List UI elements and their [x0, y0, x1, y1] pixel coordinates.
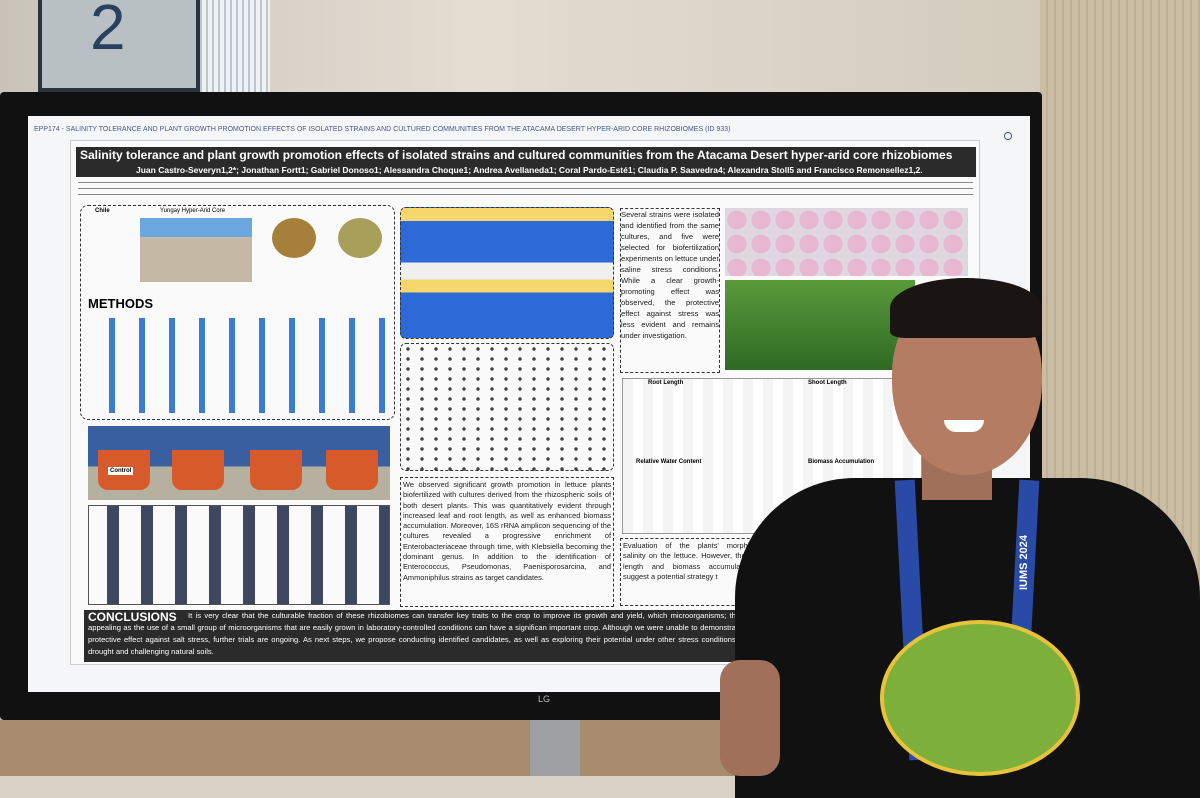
lanyard-text: IUMS 2024	[1018, 534, 1030, 590]
pot	[250, 450, 302, 490]
methods-heading: METHODS	[88, 296, 153, 311]
bar-panels	[88, 505, 390, 605]
search-icon[interactable]	[1004, 132, 1012, 140]
poster-title: Salinity tolerance and plant growth prom…	[76, 147, 976, 163]
conclusions-heading: CONCLUSIONS	[88, 610, 177, 624]
results-text: We observed significant growth promotion…	[400, 477, 614, 607]
petri-photo	[725, 208, 968, 276]
affiliations	[78, 182, 973, 198]
panel-title: Biomass Accumulation	[808, 459, 875, 465]
conclusions-text: It is very clear that the culturable fra…	[88, 611, 768, 656]
area-chart	[400, 207, 614, 339]
screen-brand: LG	[538, 694, 551, 704]
site-label: Yungay Hyper-Arid Core	[160, 208, 226, 214]
methods-panel	[80, 205, 395, 420]
shirt-graphic	[880, 620, 1080, 776]
sign-number: 2	[90, 0, 126, 63]
poster-authors: Juan Castro-Severyn1,2*; Jonathan Fortt1…	[76, 163, 976, 177]
smile	[944, 420, 984, 432]
panel-title: Relative Water Content	[636, 459, 702, 465]
panel-title: Shoot Length	[808, 380, 847, 386]
sign	[38, 0, 200, 92]
plant-photo	[338, 218, 382, 258]
screen-header: EPP174 - SALINITY TOLERANCE AND PLANT GR…	[34, 126, 731, 133]
lettuce-photo	[725, 280, 915, 370]
panel-title: Root Length	[648, 380, 684, 386]
person-arm	[720, 660, 780, 776]
site-label: Chile	[95, 208, 110, 214]
desert-photo	[140, 218, 252, 282]
results-text: Several strains were isolated and identi…	[620, 208, 720, 373]
plant-photo	[272, 218, 316, 258]
pot	[326, 450, 378, 490]
bubble-chart	[400, 343, 614, 471]
ceiling-window	[190, 0, 270, 95]
person-hair	[890, 278, 1042, 338]
pot-label: Control	[108, 467, 134, 475]
workflow	[95, 318, 385, 413]
pot	[172, 450, 224, 490]
